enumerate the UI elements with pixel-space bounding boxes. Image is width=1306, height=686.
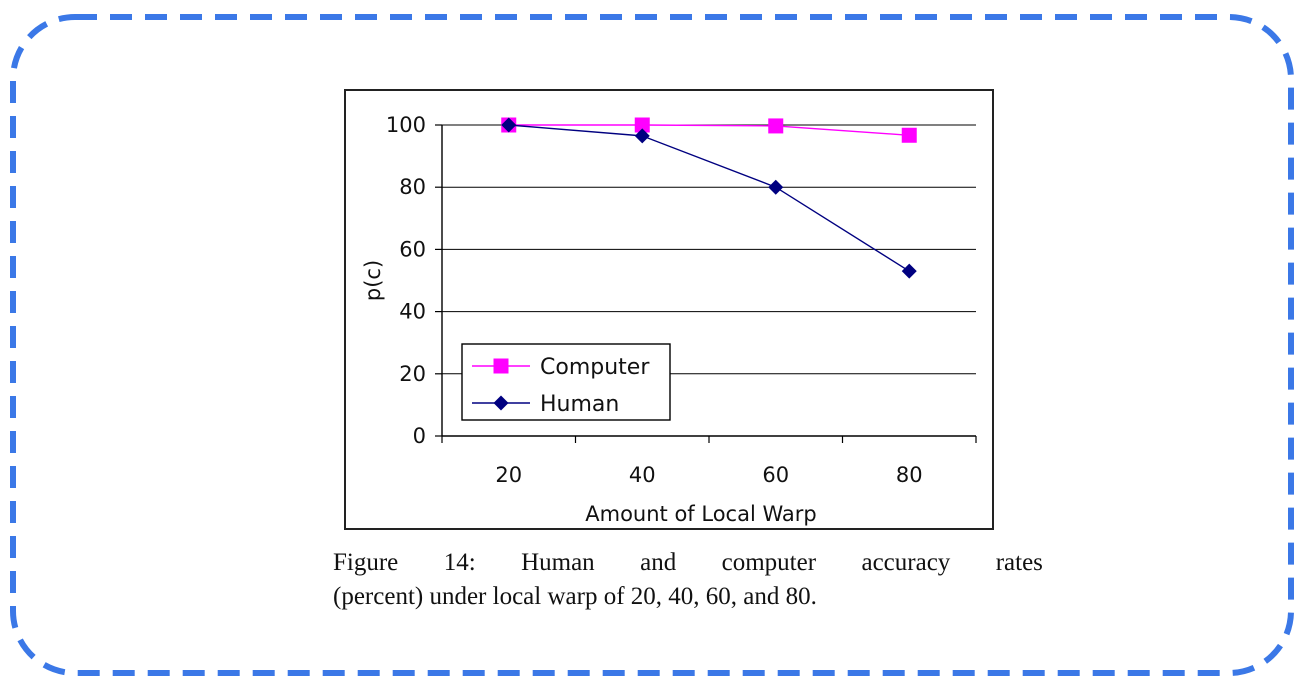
caption-line-1: Figure 14: Human and computer accuracy rates xyxy=(333,546,1043,580)
x-tick-label: 80 xyxy=(896,463,923,487)
caption-word: 14: xyxy=(443,549,476,576)
caption-word: rates xyxy=(995,549,1043,576)
x-tick-label: 60 xyxy=(762,463,789,487)
data-point xyxy=(768,179,784,195)
x-axis-title: Amount of Local Warp xyxy=(585,502,816,526)
caption-word: computer xyxy=(721,549,817,576)
y-tick-label: 0 xyxy=(413,424,426,448)
caption-word: accuracy xyxy=(861,549,951,576)
figure-caption: Figure 14: Human and computer accuracy rates (… xyxy=(333,546,1043,614)
legend-swatch-marker xyxy=(493,395,509,411)
legend-label: Computer xyxy=(540,355,650,380)
caption-line-2: (percent) under local warp of 20, 40, 60… xyxy=(333,583,817,610)
legend-box xyxy=(461,343,671,421)
x-tick-label: 40 xyxy=(629,463,656,487)
caption-word: and xyxy=(640,549,677,576)
caption-word: Figure xyxy=(333,549,399,576)
data-point xyxy=(901,127,917,143)
x-tick-label: 20 xyxy=(495,463,522,487)
y-tick-label: 80 xyxy=(399,175,426,199)
data-point xyxy=(501,117,517,133)
data-point xyxy=(634,117,650,133)
y-tick-label: 100 xyxy=(386,113,426,137)
legend: Computer Human xyxy=(461,343,671,421)
data-point xyxy=(768,118,784,134)
series-layer xyxy=(501,117,917,279)
y-axis-title: p(c) xyxy=(361,260,385,301)
chart-area: 0 20 40 60 80 100 20 40 60 80 Computer Human p(c) … xyxy=(344,89,994,530)
legend-swatch-marker xyxy=(493,358,509,374)
legend-label: Human xyxy=(540,392,619,417)
series-line xyxy=(508,124,910,272)
data-point xyxy=(634,128,650,144)
gridlines xyxy=(442,124,976,375)
y-tick-label: 20 xyxy=(399,362,426,386)
data-point xyxy=(901,263,917,279)
caption-word: Human xyxy=(521,549,595,576)
y-tick-label: 40 xyxy=(399,300,426,324)
y-tick-label: 60 xyxy=(399,237,426,261)
axes: 0 20 40 60 80 100 20 40 60 80 xyxy=(386,113,977,487)
series-human xyxy=(501,117,917,279)
series-line xyxy=(508,124,910,136)
